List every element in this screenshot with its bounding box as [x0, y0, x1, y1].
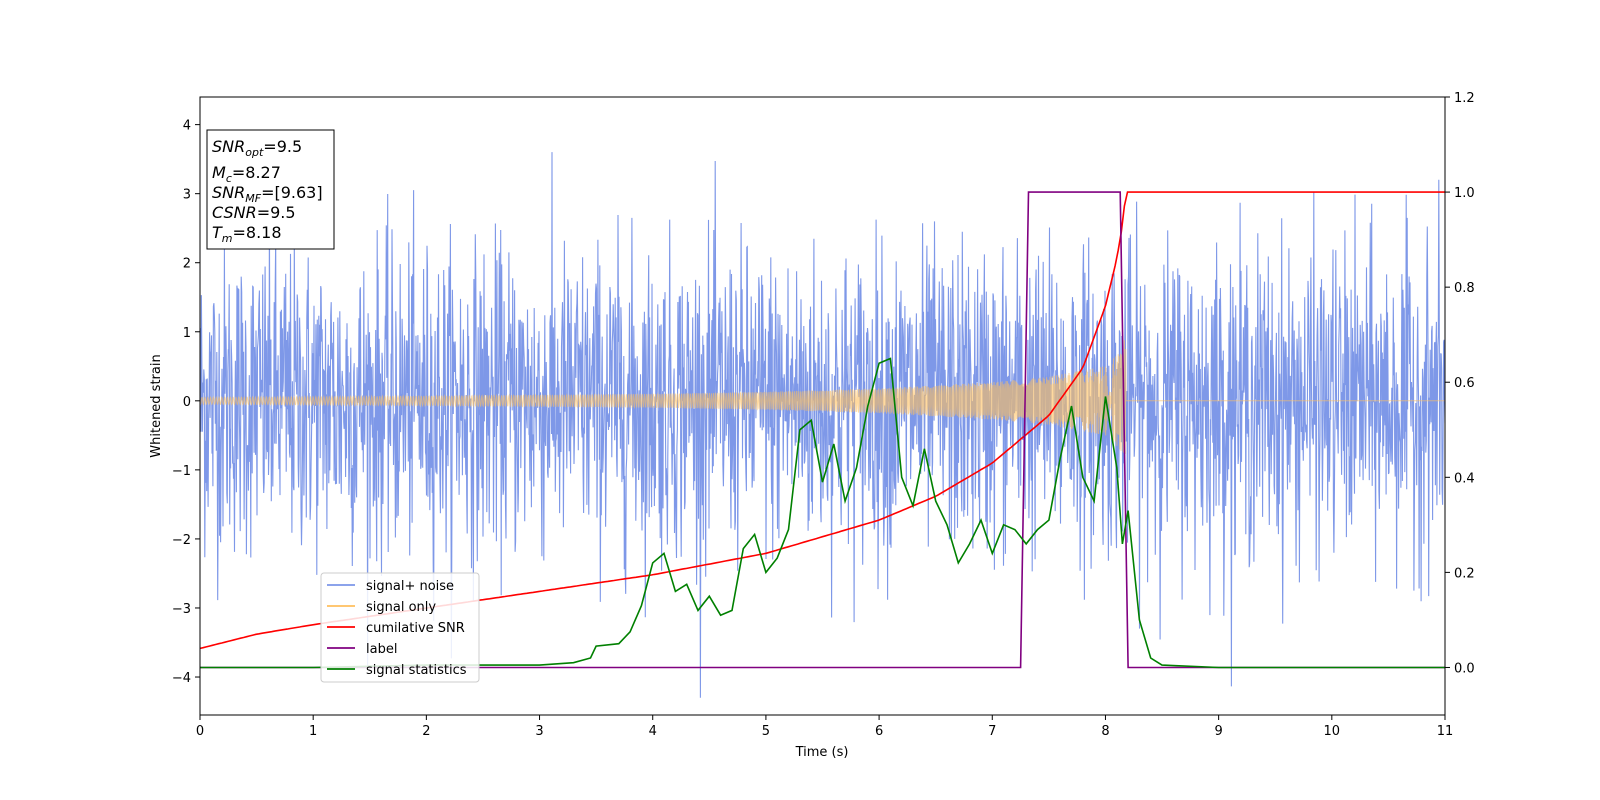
x-tick-label: 11: [1437, 724, 1454, 739]
y-axis-left: −4 −3 −2 −1 0 1 2 3 4: [172, 119, 200, 686]
info-box: SNRopt=9.5 Mc=8.27SNRMF=[9.63]CSNR=9.5Tm=…: [206, 129, 335, 250]
y-tick-label: 4: [183, 119, 191, 134]
x-axis: 0 1 2 3 4 5 6 7 8 9 10 11: [196, 715, 1453, 739]
legend-entry: cumilative SNR: [366, 621, 465, 636]
y2-tick-label: 0.0: [1454, 661, 1475, 676]
legend-entry: signal+ noise: [366, 579, 454, 594]
y2-tick-label: 0.4: [1454, 471, 1475, 486]
x-tick-label: 3: [535, 724, 543, 739]
x-tick-label: 6: [875, 724, 883, 739]
info-box-line: Tm=8.18: [212, 223, 282, 245]
x-tick-label: 10: [1324, 724, 1341, 739]
y-tick-label: −1: [172, 464, 191, 479]
x-tick-label: 8: [1101, 724, 1109, 739]
legend-frame: [320, 572, 480, 683]
x-axis-label: Time (s): [795, 745, 849, 760]
plot-frame: [199, 96, 1446, 716]
y-axis-label: Whitened strain: [149, 354, 164, 457]
legend-entry: signal statistics: [366, 663, 467, 678]
y-axis-right: 0.0 0.2 0.4 0.6 0.8 1.0 1.2: [1445, 91, 1475, 676]
y2-tick-label: 0.8: [1454, 281, 1475, 296]
y-tick-label: 3: [183, 188, 191, 203]
series-label: [200, 191, 1445, 669]
legend-entry: label: [366, 642, 397, 657]
y2-tick-label: 1.0: [1454, 186, 1475, 201]
x-tick-label: 7: [988, 724, 996, 739]
series-signal-noise: [200, 152, 1445, 698]
info-box-line: SNRopt=9.5: [212, 137, 302, 159]
y2-tick-label: 0.2: [1454, 566, 1475, 581]
info-box-line: CSNR=9.5: [212, 203, 296, 222]
legend-entry: signal only: [366, 600, 436, 615]
x-tick-label: 2: [422, 724, 430, 739]
x-tick-label: 5: [762, 724, 770, 739]
x-tick-label: 1: [309, 724, 317, 739]
info-box-line: Mc=8.27: [212, 163, 281, 185]
series-signal-only: [200, 340, 1445, 454]
series-signal-statistics: [200, 357, 1445, 669]
y-tick-label: 1: [183, 326, 191, 341]
info-box-frame: [206, 129, 335, 250]
y2-tick-label: 0.6: [1454, 376, 1475, 391]
y-tick-label: 2: [183, 257, 191, 272]
x-tick-label: 9: [1214, 724, 1222, 739]
x-tick-label: 4: [649, 724, 657, 739]
y-tick-label: 0: [183, 395, 191, 410]
y2-tick-label: 1.2: [1454, 91, 1475, 106]
x-tick-label: 0: [196, 724, 204, 739]
y-tick-label: −4: [172, 671, 191, 686]
info-box-line: SNRMF=[9.63]: [212, 183, 323, 205]
legend: signal+ noise signal only cumilative SNR la…: [320, 572, 480, 683]
y-tick-label: −3: [172, 602, 191, 617]
y-tick-label: −2: [172, 533, 191, 548]
